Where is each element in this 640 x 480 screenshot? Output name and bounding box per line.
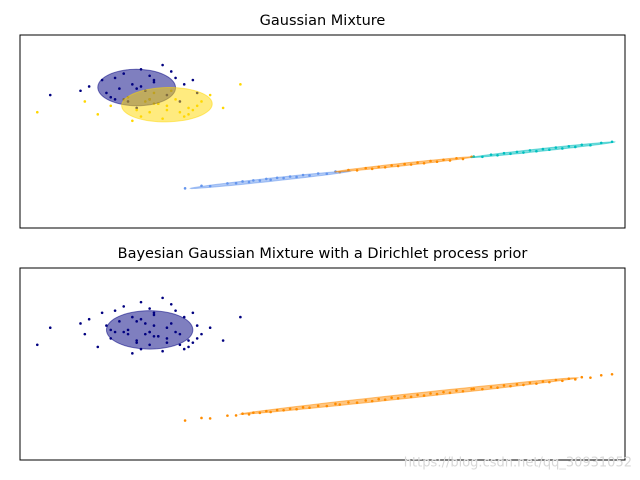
point bbox=[200, 332, 203, 336]
point bbox=[182, 83, 186, 86]
point bbox=[187, 345, 190, 349]
point bbox=[79, 322, 82, 325]
axes-frame bbox=[19, 267, 626, 461]
point bbox=[109, 104, 113, 108]
point bbox=[580, 375, 584, 379]
point bbox=[161, 349, 164, 353]
point bbox=[174, 76, 177, 80]
point bbox=[589, 376, 592, 379]
point bbox=[79, 89, 82, 93]
point bbox=[208, 417, 212, 420]
point bbox=[191, 311, 195, 315]
plot-area bbox=[35, 296, 614, 422]
point bbox=[208, 326, 212, 330]
point bbox=[35, 110, 39, 114]
point bbox=[139, 300, 143, 304]
point bbox=[161, 63, 164, 67]
point bbox=[83, 332, 87, 336]
point bbox=[182, 347, 186, 351]
point bbox=[599, 374, 603, 377]
point bbox=[191, 78, 195, 82]
point bbox=[122, 305, 126, 308]
ellipse bbox=[105, 310, 194, 350]
point bbox=[200, 416, 203, 420]
point bbox=[100, 311, 104, 315]
point bbox=[226, 414, 229, 417]
point bbox=[113, 309, 117, 312]
point bbox=[131, 352, 134, 355]
point bbox=[174, 309, 177, 312]
ellipse bbox=[121, 86, 213, 123]
ellipse bbox=[189, 170, 353, 190]
ellipse bbox=[238, 377, 580, 415]
point bbox=[87, 317, 91, 321]
plot-area bbox=[35, 63, 616, 190]
point bbox=[195, 337, 199, 340]
chart-title: Gaussian Mixture bbox=[260, 13, 386, 29]
point bbox=[221, 106, 225, 110]
point bbox=[169, 70, 173, 73]
point bbox=[195, 324, 199, 327]
point bbox=[239, 83, 242, 86]
point bbox=[131, 119, 134, 123]
axes-frame bbox=[19, 34, 626, 229]
point bbox=[610, 372, 614, 376]
ellipse bbox=[333, 156, 476, 173]
point bbox=[83, 100, 87, 103]
point bbox=[48, 326, 52, 330]
point bbox=[221, 339, 225, 342]
point bbox=[96, 113, 100, 116]
point bbox=[169, 302, 173, 306]
point bbox=[183, 419, 187, 422]
point bbox=[183, 187, 187, 190]
point bbox=[191, 341, 195, 344]
point bbox=[239, 315, 242, 319]
point bbox=[87, 85, 91, 88]
watermark: https://blog.csdn.net/qq_30931052 bbox=[404, 456, 632, 471]
point bbox=[35, 343, 39, 347]
point bbox=[187, 339, 190, 342]
chart-title: Bayesian Gaussian Mixture with a Dirichl… bbox=[118, 246, 528, 262]
ellipse bbox=[469, 141, 616, 159]
point bbox=[161, 296, 164, 300]
point bbox=[96, 345, 100, 349]
point bbox=[148, 307, 151, 310]
point bbox=[234, 414, 238, 417]
point bbox=[208, 93, 212, 97]
point bbox=[48, 93, 52, 97]
